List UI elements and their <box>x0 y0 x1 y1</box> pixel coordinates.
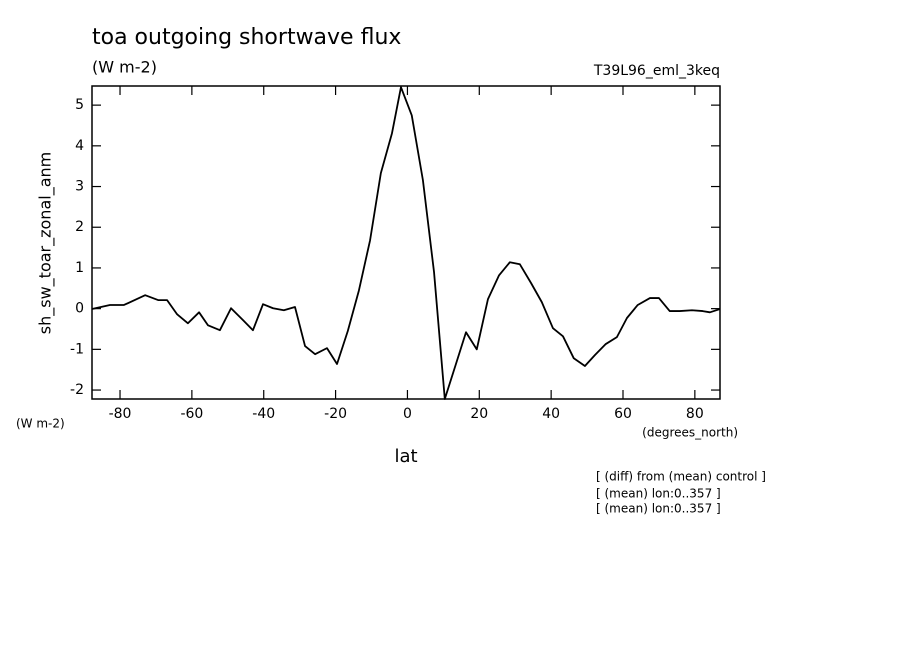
note: [ (mean) lon:0..357 ] <box>596 502 721 516</box>
data-line <box>91 86 721 400</box>
x-tick-label: 60 <box>614 406 632 422</box>
y-tick-label: -2 <box>70 382 84 398</box>
x-tick-label: -20 <box>324 406 347 422</box>
x-units: (degrees_north) <box>642 426 738 440</box>
y-tick-label: 5 <box>75 97 84 113</box>
chart-title: toa outgoing shortwave flux <box>92 25 401 50</box>
x-tick-label: -60 <box>180 406 203 422</box>
y-units: (W m-2) <box>16 417 65 431</box>
x-tick-label: -40 <box>252 406 275 422</box>
x-tick-label: 40 <box>542 406 560 422</box>
plot-frame <box>91 85 721 400</box>
x-tick-label: 80 <box>686 406 704 422</box>
x-tick-label: -80 <box>109 406 132 422</box>
x-axis-label: lat <box>394 446 417 467</box>
x-tick-label: 0 <box>403 406 412 422</box>
y-tick-label: 1 <box>75 260 84 276</box>
x-tick-label: 20 <box>470 406 488 422</box>
y-tick-label: -1 <box>70 341 84 357</box>
y-tick-label: 0 <box>75 301 84 317</box>
y-axis-label: sh_sw_toar_zonal_anm <box>36 152 56 334</box>
y-tick-label: 2 <box>75 219 84 235</box>
note: [ (mean) lon:0..357 ] <box>596 487 721 501</box>
y-tick-label: 3 <box>75 179 84 195</box>
chart-subtitle: (W m-2) <box>92 58 157 77</box>
dataset-label: T39L96_eml_3keq <box>593 63 720 79</box>
note: [ (diff) from (mean) control ] <box>596 470 766 484</box>
y-tick-label: 4 <box>75 138 84 154</box>
